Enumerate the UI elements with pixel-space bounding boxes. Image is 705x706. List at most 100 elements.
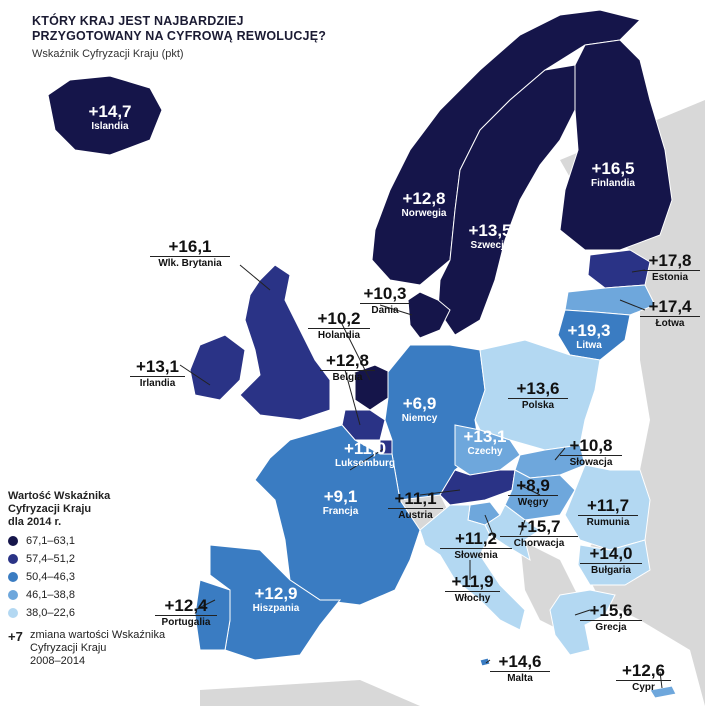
label-szwecja: +13,5 Szwecja — [460, 222, 520, 251]
label-name: Chorwacja — [513, 538, 565, 549]
label-name: Bułgaria — [590, 565, 631, 576]
leader-lines — [179, 264, 663, 689]
label-name: Słowenia — [454, 550, 498, 561]
label-value: +12,9 — [254, 584, 298, 603]
label-hiszpania: +12,9 Hiszpania — [240, 585, 312, 614]
label-name: Węgry — [517, 497, 549, 508]
label-value: +19,3 — [567, 321, 611, 340]
label-name: Cypr — [632, 682, 655, 693]
label-name: Francja — [322, 506, 359, 517]
label-francja: +9,1 Francja — [313, 488, 368, 517]
label-value: +8,9 — [508, 477, 558, 496]
label-name: Włochy — [454, 593, 491, 604]
label-value: +14,7 — [88, 102, 132, 121]
label-bulgaria: +14,0 Bułgaria — [580, 545, 642, 576]
legend-range: 38,0–22,6 — [26, 607, 75, 619]
country-malta[interactable] — [479, 657, 491, 667]
label-name: Austria — [398, 510, 433, 521]
legend-item: 38,0–22,6 — [8, 607, 178, 619]
legend: Wartość Wskaźnika Cyfryzacji Kraju dla 2… — [8, 490, 178, 668]
label-name: Wlk. Brytania — [158, 258, 222, 269]
label-slowenia: +11,2 Słowenia — [440, 530, 512, 561]
label-malta: +14,6 Malta — [490, 653, 550, 684]
label-dania: +10,3 Dania — [360, 285, 410, 316]
legend-swatch — [8, 590, 18, 600]
label-name: Finlandia — [591, 178, 635, 189]
label-norwegia: +12,8 Norwegia — [394, 190, 454, 219]
label-value: +11,1 — [388, 490, 443, 509]
label-name: Portugalia — [161, 617, 211, 628]
label-value: +15,7 — [500, 518, 578, 537]
label-belgia: +12,8 Belgia — [320, 352, 375, 383]
country-chorwacja[interactable] — [484, 504, 541, 562]
label-estonia: +17,8 Estonia — [640, 252, 700, 283]
label-czechy: +13,1 Czechy — [455, 428, 515, 457]
label-value: +17,8 — [640, 252, 700, 271]
label-polska: +13,6 Polska — [508, 380, 568, 411]
label-value: +16,5 — [591, 159, 635, 178]
country-finlandia[interactable] — [559, 39, 673, 251]
legend-item: 50,4–46,3 — [8, 571, 178, 583]
legend-item: 46,1–38,8 — [8, 589, 178, 601]
label-value: +15,6 — [580, 602, 642, 621]
country-dania[interactable] — [407, 291, 451, 339]
country-bulgaria[interactable] — [577, 539, 651, 586]
country-cypr[interactable] — [649, 685, 677, 699]
legend-swatch — [8, 536, 18, 546]
label-rumunia: +11,7 Rumunia — [578, 497, 638, 528]
country-islandia[interactable] — [47, 75, 163, 156]
country-litwa[interactable] — [557, 309, 631, 361]
country-francja[interactable] — [254, 424, 421, 606]
subtitle: Wskaźnik Cyfryzacji Kraju (pkt) — [32, 48, 184, 60]
label-name: Niemcy — [401, 413, 438, 424]
country-irlandia[interactable] — [189, 334, 246, 401]
country-czechy[interactable] — [454, 424, 521, 476]
label-name: Malta — [507, 673, 533, 684]
label-value: +10,2 — [308, 310, 370, 329]
label-value: +13,5 — [468, 221, 512, 240]
legend-range: 57,4–51,2 — [26, 553, 75, 565]
label-value: +12,6 — [616, 662, 671, 681]
label-name: Słowacja — [569, 457, 613, 468]
label-value: +12,8 — [320, 352, 375, 371]
label-value: +6,9 — [402, 394, 437, 413]
label-name: Estonia — [651, 272, 689, 283]
label-value: +13,1 — [463, 427, 507, 446]
label-austria: +11,1 Austria — [388, 490, 443, 521]
label-litwa: +19,3 Litwa — [558, 322, 620, 351]
label-value: +10,8 — [560, 437, 622, 456]
label-name: Litwa — [576, 340, 602, 351]
country-grecja[interactable] — [549, 589, 616, 656]
label-finlandia: +16,5 Finlandia — [583, 160, 643, 189]
label-value: +16,1 — [150, 238, 230, 257]
label-islandia: +14,7 Islandia — [80, 103, 140, 132]
legend-swatch — [8, 554, 18, 564]
label-luksemburg: +11,0 Luksemburg — [325, 440, 405, 469]
country-wlochy[interactable] — [419, 504, 526, 631]
label-value: +11,7 — [578, 497, 638, 516]
label-name: Polska — [521, 400, 555, 411]
label-name: Hiszpania — [252, 603, 300, 614]
title: KTÓRY KRAJ JEST NAJBARDZIEJ PRZYGOTOWANY… — [32, 14, 327, 43]
label-cypr: +12,6 Cypr — [616, 662, 671, 693]
label-value: +12,8 — [402, 189, 446, 208]
label-value: +14,0 — [580, 545, 642, 564]
legend-swatch — [8, 572, 18, 582]
country-wlk-brytania[interactable] — [239, 264, 331, 421]
legend-item: 67,1–63,1 — [8, 535, 178, 547]
legend-swatch — [8, 608, 18, 618]
label-slowacja: +10,8 Słowacja — [560, 437, 622, 468]
legend-change-row: +7 zmiana wartości Wskaźnika Cyfryzacji … — [8, 629, 178, 668]
country-rumunia[interactable] — [564, 464, 651, 551]
label-name: Islandia — [91, 121, 129, 132]
label-name: Irlandia — [139, 378, 176, 389]
label-wlk-brytania: +16,1 Wlk. Brytania — [150, 238, 230, 269]
label-value: +13,1 — [130, 358, 185, 377]
label-niemcy: +6,9 Niemcy — [392, 395, 447, 424]
label-value: +14,6 — [490, 653, 550, 672]
label-value: +13,6 — [508, 380, 568, 399]
label-value: +12,4 — [155, 597, 217, 616]
label-name: Norwegia — [401, 208, 447, 219]
legend-range: 46,1–38,8 — [26, 589, 75, 601]
